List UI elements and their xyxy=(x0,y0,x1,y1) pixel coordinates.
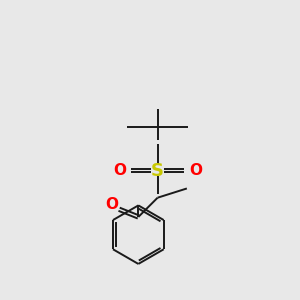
Text: S: S xyxy=(151,162,164,180)
Text: O: O xyxy=(105,197,118,212)
Text: O: O xyxy=(113,163,126,178)
Text: O: O xyxy=(189,163,202,178)
